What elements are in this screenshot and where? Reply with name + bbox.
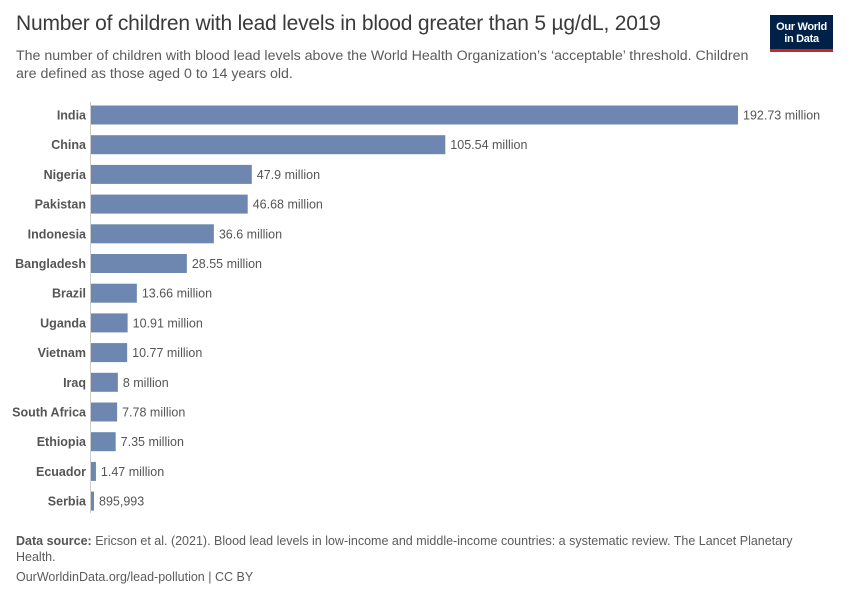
bar[interactable]	[91, 194, 248, 214]
value-label: 105.54 million	[450, 138, 527, 152]
value-label: 10.91 million	[133, 316, 203, 330]
value-label: 895,993	[99, 495, 144, 509]
category-label: Uganda	[40, 316, 87, 330]
bar[interactable]	[91, 372, 118, 392]
bar[interactable]	[91, 491, 95, 511]
source-text: Ericson et al. (2021). Blood lead levels…	[16, 534, 793, 564]
chart-subtitle: The number of children with blood lead l…	[16, 48, 749, 82]
value-label: 46.68 million	[253, 198, 323, 212]
category-label: Brazil	[52, 287, 86, 301]
bar[interactable]	[91, 432, 116, 452]
category-label: India	[57, 109, 87, 123]
category-label: Iraq	[63, 376, 86, 390]
value-label: 28.55 million	[192, 257, 262, 271]
category-label: Bangladesh	[15, 257, 86, 271]
bar[interactable]	[91, 105, 738, 125]
source-label: Data source:	[16, 534, 92, 548]
bar[interactable]	[91, 402, 118, 422]
bar[interactable]	[91, 164, 252, 184]
chart-title: Number of children with lead levels in b…	[16, 12, 661, 35]
category-label: China	[51, 138, 87, 152]
bar[interactable]	[91, 461, 96, 481]
bar[interactable]	[91, 313, 128, 333]
logo-line-2: in Data	[784, 33, 819, 45]
category-label: Indonesia	[28, 227, 87, 241]
bar[interactable]	[91, 224, 214, 244]
bar[interactable]	[91, 343, 128, 363]
logo-line-1: Our World	[776, 21, 827, 33]
value-label: 13.66 million	[142, 287, 212, 301]
value-label: 1.47 million	[101, 465, 164, 479]
value-label: 8 million	[123, 376, 169, 390]
owid-logo[interactable]: Our World in Data	[770, 15, 833, 52]
category-label: Serbia	[48, 495, 87, 509]
category-label: Ethiopia	[37, 435, 87, 449]
bar[interactable]	[91, 283, 137, 303]
data-source: Data source: Ericson et al. (2021). Bloo…	[16, 533, 816, 565]
category-label: Nigeria	[44, 168, 87, 182]
bar-chart: India 192.73 million China 105.54 million Ni…	[12, 102, 820, 513]
value-label: 36.6 million	[219, 227, 282, 241]
category-label: South Africa	[12, 406, 87, 420]
category-label: Ecuador	[36, 465, 86, 479]
value-label: 10.77 million	[132, 346, 202, 360]
bar[interactable]	[91, 254, 187, 273]
value-label: 192.73 million	[743, 109, 820, 123]
bar[interactable]	[91, 135, 446, 155]
category-label: Vietnam	[38, 346, 86, 360]
value-label: 47.9 million	[257, 168, 320, 182]
value-label: 7.78 million	[122, 406, 185, 420]
value-label: 7.35 million	[121, 435, 184, 449]
url-license[interactable]: OurWorldinData.org/lead-pollution | CC B…	[16, 570, 254, 584]
category-label: Pakistan	[35, 198, 86, 212]
